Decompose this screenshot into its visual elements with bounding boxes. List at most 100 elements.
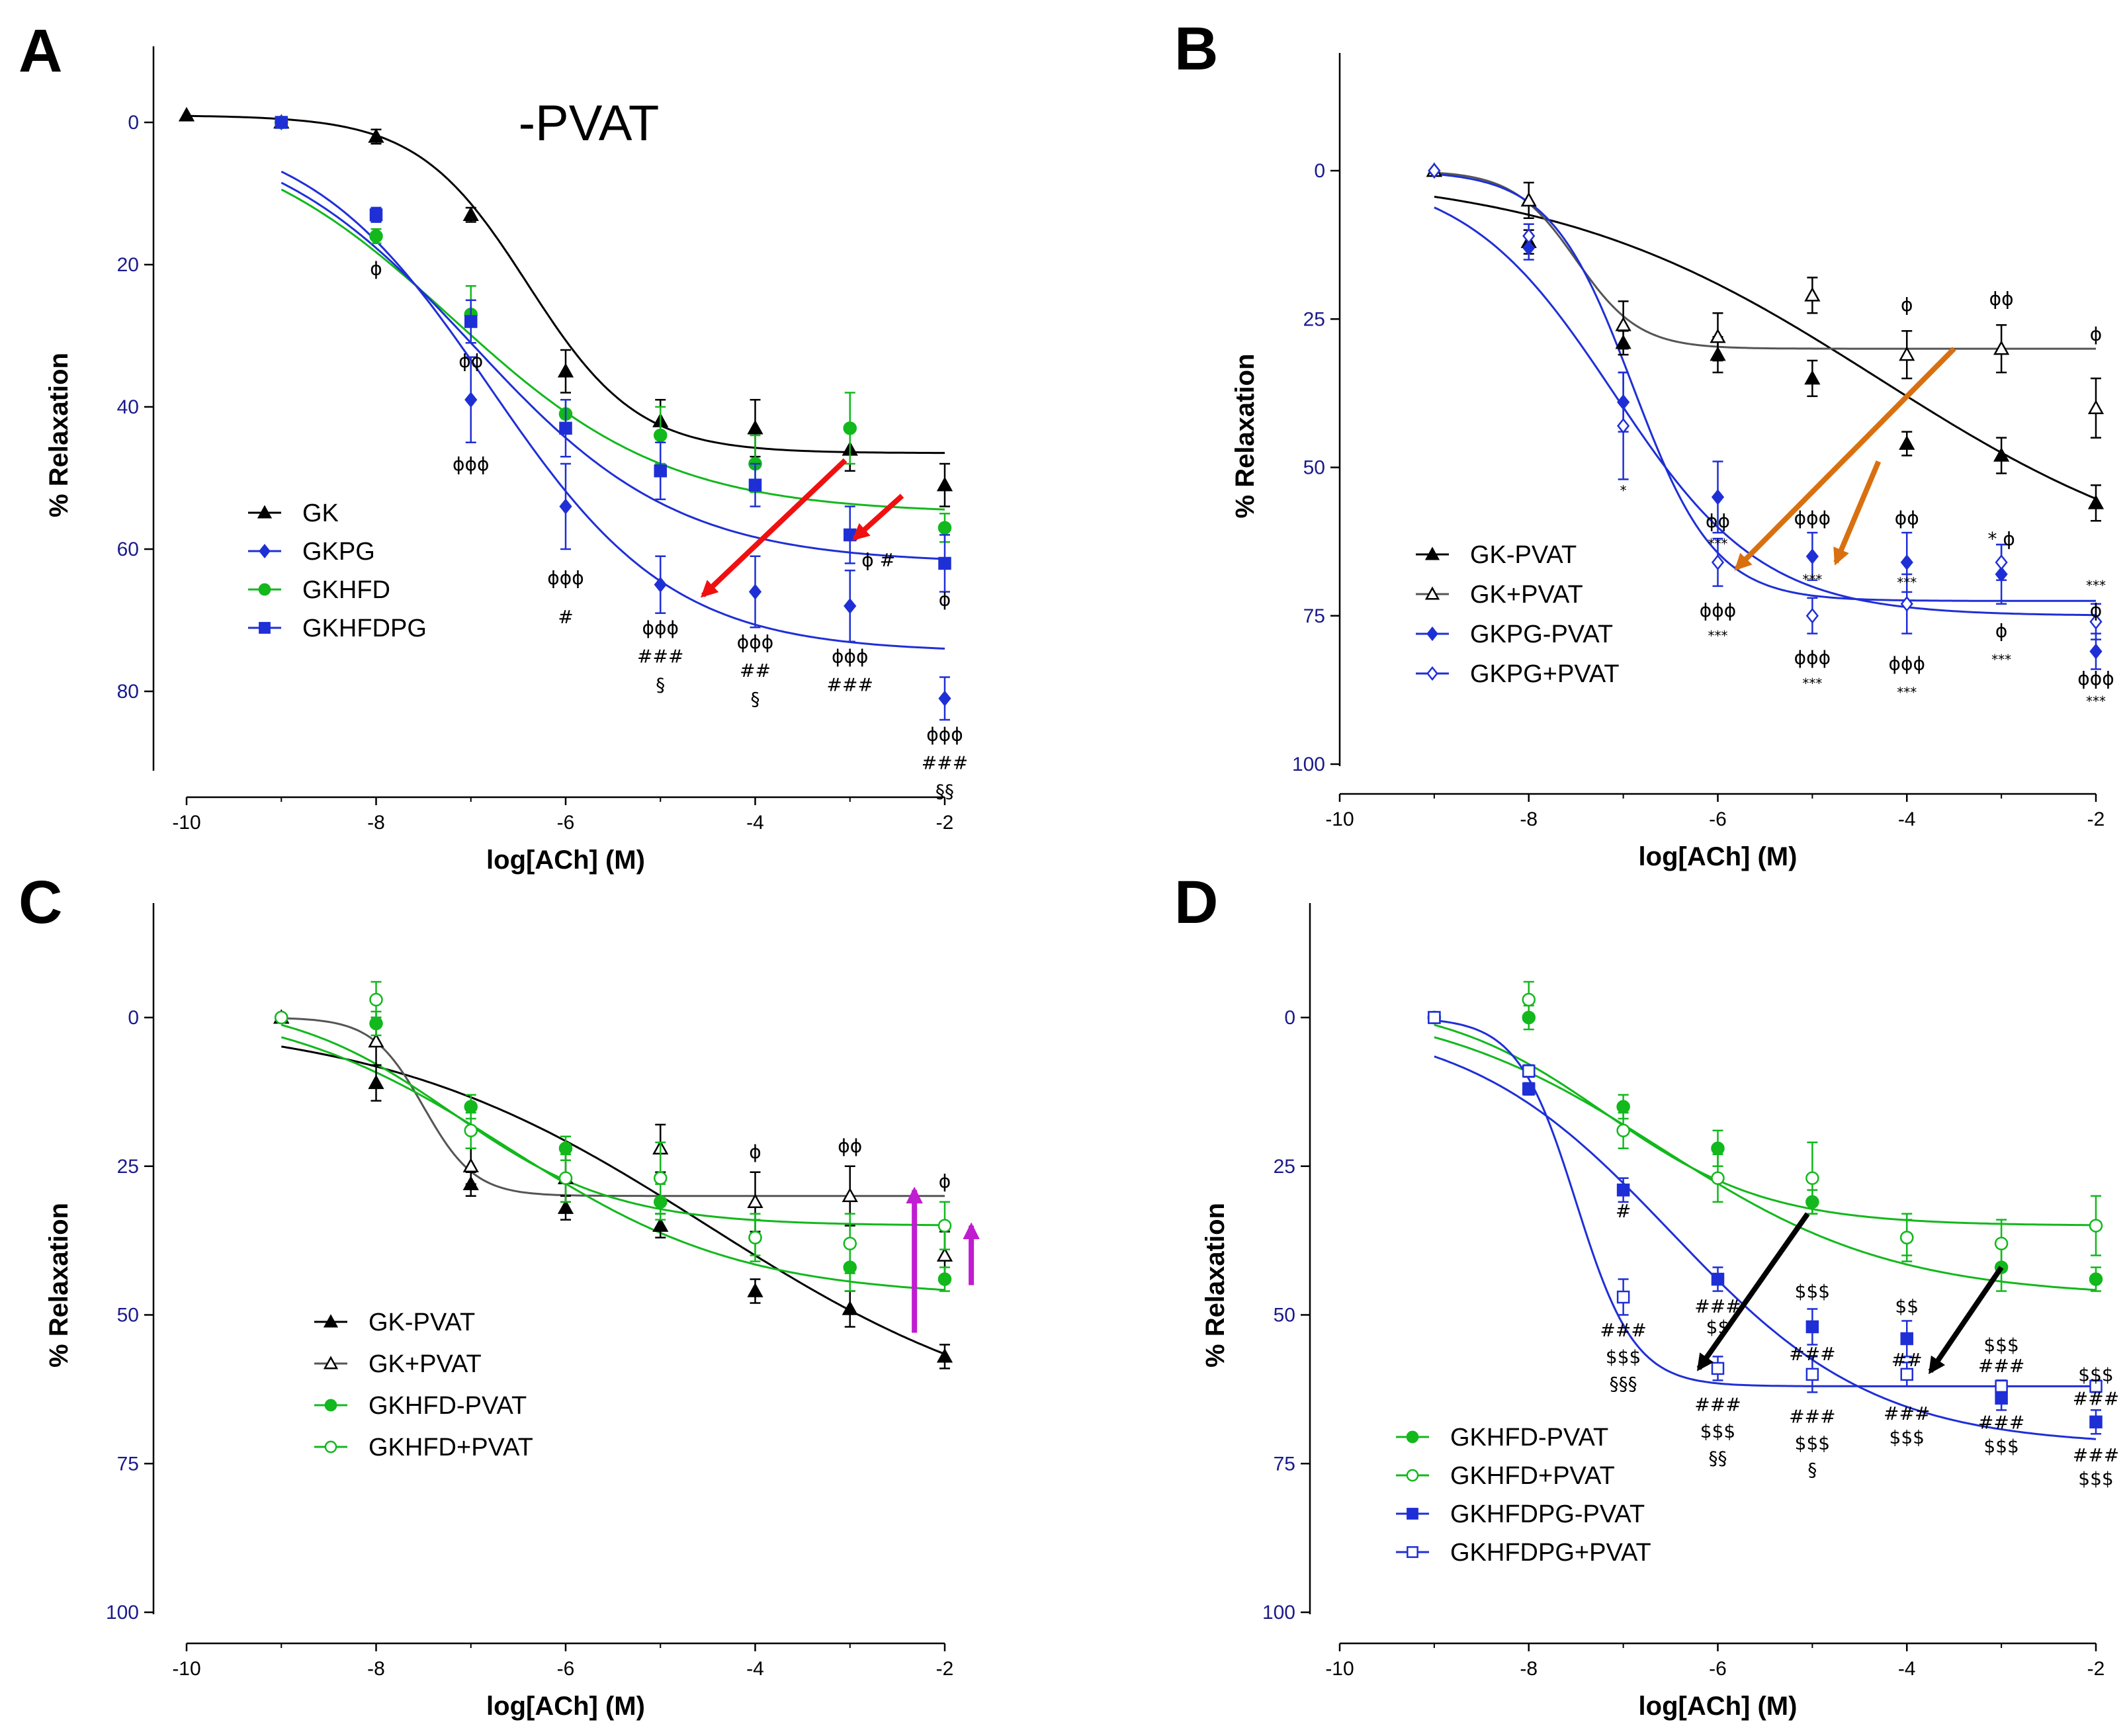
series-1-point <box>1900 1231 1914 1244</box>
x-axis-title: log[ACh] (M) <box>486 1692 645 1721</box>
series-0-point <box>747 419 763 435</box>
series-2-fit-curve <box>281 1036 945 1291</box>
series-1-point <box>748 584 762 600</box>
panel-d: D 0 25 50 75 100 -10 -8 -6 -4 -2 log[ACh] (M) % Rela… <box>1174 869 2119 1721</box>
series-2-fit-curve <box>281 189 945 511</box>
series-2-fit-curve <box>1434 206 2097 617</box>
legend-label: GK+PVAT <box>1470 581 1583 609</box>
significance-label: $$$ <box>1700 1420 1735 1442</box>
y-axis-title: % Relaxation <box>44 353 73 517</box>
series-1-point <box>1615 316 1631 331</box>
legend-marker <box>323 1314 339 1328</box>
series-0-point <box>1711 1141 1725 1156</box>
legend-item: GKHFDPG <box>248 615 427 642</box>
series-1-fit-curve <box>1434 171 2096 350</box>
y-tick-label: 100 <box>1262 1602 1295 1624</box>
significance-label: ### <box>1600 1319 1646 1341</box>
significance-label: ϕ <box>939 1170 951 1192</box>
significance-label: ϕϕϕ <box>1889 653 1925 675</box>
significance-label: ϕ <box>749 1141 761 1162</box>
legend-item: GK <box>248 499 339 527</box>
series-0-point <box>368 128 384 143</box>
series-2-point <box>464 1100 478 1114</box>
series-2-fit-curve <box>1434 1055 2097 1440</box>
y-axis-title: % Relaxation <box>1201 1203 1230 1367</box>
series-3-fit-curve <box>1434 1019 2096 1387</box>
series-3-point <box>1805 1367 1819 1381</box>
series-1-point <box>938 690 951 707</box>
y-tick-label: 25 <box>117 1156 139 1178</box>
significance-label: # <box>558 606 573 628</box>
y-tick-label: 75 <box>1303 605 1325 627</box>
legend-label: GKHFDPG-PVAT <box>1450 1500 1645 1528</box>
significance-label: § <box>1807 1459 1817 1481</box>
x-tick-label: -10 <box>172 812 200 834</box>
series-1-point <box>368 1033 384 1048</box>
y-tick-label: 50 <box>117 1305 139 1326</box>
x-tick-label: -4 <box>1898 1658 1916 1680</box>
series-2-point <box>2089 1415 2103 1429</box>
series-0-fit-curve <box>281 1045 945 1356</box>
significance-label: § <box>751 688 760 710</box>
series-1-point <box>462 1158 479 1172</box>
orange-arrow <box>1833 460 1882 566</box>
series-3-point <box>1428 162 1441 179</box>
significance-label: §§ <box>1709 1447 1727 1469</box>
significance-label: §§§ <box>1610 1373 1637 1395</box>
series-2-point <box>369 1016 383 1031</box>
legend-label: GK <box>302 499 339 527</box>
significance-label: ϕϕ <box>458 350 483 372</box>
legend-item: GK+PVAT <box>1416 581 1583 609</box>
series-3-point <box>1428 1011 1441 1024</box>
y-tick-label: 50 <box>1274 1305 1295 1326</box>
significance-label: ϕ <box>370 257 382 279</box>
orange-arrow <box>1734 347 1956 571</box>
significance-label: ϕ <box>939 588 951 610</box>
series-1-point <box>842 1188 858 1202</box>
significance-label: ϕ <box>2090 599 2102 621</box>
legend-label: GKHFD+PVAT <box>1450 1462 1615 1490</box>
series-0-point <box>2089 1272 2103 1286</box>
significance-label: $$$ <box>1983 1334 2018 1356</box>
series-0-fit-curve <box>187 114 945 455</box>
series-2-point <box>1805 548 1819 565</box>
series-2-point <box>1995 1391 2008 1405</box>
series-2-point <box>937 1272 952 1286</box>
series-2-point <box>654 428 668 443</box>
series-3-point <box>464 1123 478 1138</box>
significance-label: *** <box>1802 572 1822 587</box>
legend-item: GK-PVAT <box>314 1309 475 1336</box>
series-0-point <box>178 107 195 122</box>
series-0-fit-curve <box>1434 1036 2097 1291</box>
series-1-point <box>2089 1219 2103 1233</box>
significance-label: ### <box>637 645 683 667</box>
significance-label: § <box>656 673 665 695</box>
y-tick-label: 50 <box>1303 457 1325 479</box>
series-3-point <box>654 464 667 478</box>
series-3-point <box>369 992 383 1007</box>
y-axis-title: % Relaxation <box>44 1203 73 1367</box>
y-tick-label: 25 <box>1303 308 1325 330</box>
x-tick-label: -10 <box>172 1658 200 1680</box>
x-axis-title: log[ACh] (M) <box>486 846 645 875</box>
x-tick-label: -6 <box>557 812 575 834</box>
legend-label: GK-PVAT <box>369 1309 475 1336</box>
series-0-point <box>936 1348 953 1363</box>
series-3-fit-curve <box>1434 173 2096 602</box>
series-2-point <box>1900 554 1913 571</box>
y-tick-label: 75 <box>1274 1453 1295 1475</box>
legend-item: GK-PVAT <box>1416 541 1577 569</box>
series-3-point <box>369 208 383 222</box>
legend-item: GKHFD <box>248 576 390 604</box>
series-0-point <box>1804 370 1821 385</box>
significance-label: ϕϕϕ <box>1794 647 1831 669</box>
significance-label: *** <box>1708 536 1728 552</box>
y-tick-label: 25 <box>1274 1156 1295 1178</box>
significance-label: ### <box>2073 1444 2119 1466</box>
significance-label: ## <box>1891 1349 1923 1371</box>
significance-label: $$$ <box>1795 1432 1830 1454</box>
series-0-point <box>2087 494 2105 509</box>
series-2-point <box>1711 489 1725 505</box>
panel-letter: A <box>19 17 62 85</box>
